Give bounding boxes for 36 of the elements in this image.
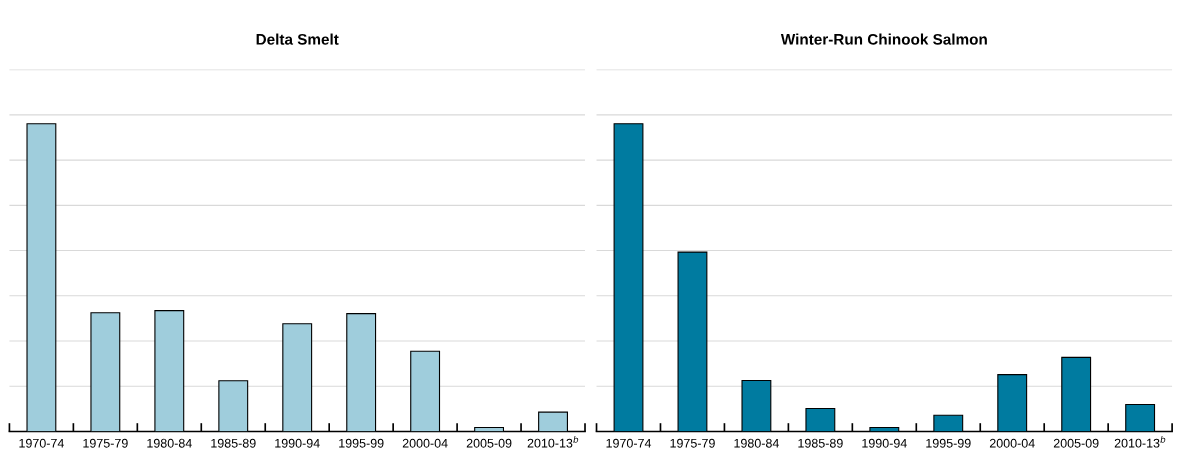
x-tick-label: 1970-74 — [19, 438, 64, 448]
x-tick-label: 2010-13$^{b}$ — [1114, 436, 1166, 448]
bar — [218, 380, 249, 432]
bar — [282, 323, 313, 432]
x-tick-label: 2000-04 — [989, 438, 1035, 448]
chart-title: Delta Smelt — [256, 33, 339, 45]
x-tick-label: 1990-94 — [862, 438, 907, 448]
bar — [410, 350, 441, 432]
bar — [933, 414, 964, 432]
x-tick-label: 1975-79 — [83, 438, 128, 448]
bar — [346, 313, 377, 432]
bar — [26, 123, 57, 432]
bar — [154, 310, 185, 432]
x-tick-label: 2010-13$^{b}$ — [527, 436, 579, 448]
chart-title: Winter-Run Chinook Salmon — [780, 33, 987, 45]
x-tick-label: 1995-99 — [339, 438, 384, 448]
bar — [538, 411, 568, 432]
x-tick-label: 2000-04 — [402, 438, 448, 448]
x-tick-label: 1985-89 — [798, 438, 843, 448]
bar — [997, 374, 1028, 432]
x-tick-label: 1970-74 — [606, 438, 652, 448]
x-tick-label: 1980-84 — [734, 438, 779, 448]
x-tick-label: 1975-79 — [670, 438, 715, 448]
x-tick-label: 1995-99 — [926, 438, 971, 448]
x-tick-label: 2005-09 — [466, 438, 512, 448]
bar — [677, 251, 708, 432]
x-tick-label: 1985-89 — [211, 438, 256, 448]
x-tick-label: 2005-09 — [1053, 438, 1099, 448]
bar — [90, 312, 121, 432]
bar — [1125, 403, 1156, 432]
bar — [741, 379, 772, 432]
bar — [1061, 356, 1092, 432]
bar — [613, 123, 644, 432]
bar — [805, 407, 836, 432]
x-tick-label: 1990-94 — [275, 438, 320, 448]
x-tick-label: 1980-84 — [147, 438, 192, 448]
